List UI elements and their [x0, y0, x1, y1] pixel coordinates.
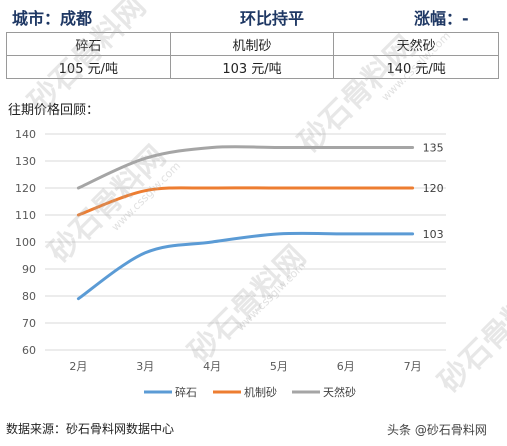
y-tick-label: 100	[15, 236, 36, 249]
data-point	[144, 189, 147, 192]
price-gravel: 105 元/吨	[6, 55, 171, 79]
data-point	[277, 146, 280, 149]
y-tick-label: 120	[15, 182, 36, 195]
data-point	[77, 187, 80, 190]
y-tick-label: 130	[15, 155, 36, 168]
city-label: 城市：成都	[12, 9, 93, 28]
data-source: 数据来源：砂石骨料网数据中心	[6, 422, 175, 436]
y-axis-ticks: 60 70 80 90 100 110 120 130 140	[15, 128, 36, 357]
change-label: 涨幅：-	[414, 9, 469, 28]
x-tick-label: 6月	[337, 360, 355, 373]
data-point	[144, 157, 147, 160]
price-table: 碎石 机制砂 天然砂 105 元/吨 103 元/吨 140 元/吨	[6, 32, 499, 79]
series-line-1	[76, 186, 415, 217]
data-point	[411, 232, 414, 235]
y-tick-label: 80	[22, 290, 36, 303]
table-header-row: 碎石 机制砂 天然砂	[6, 32, 499, 56]
legend-label: 天然砂	[323, 385, 356, 399]
data-point	[77, 214, 80, 217]
data-point	[344, 232, 347, 235]
series-line-2	[76, 145, 415, 190]
data-point	[211, 146, 214, 149]
brand-credit: 头条 @砂石骨料网	[387, 423, 487, 437]
x-tick-label: 3月	[136, 360, 154, 373]
watermark: 砂石骨料网	[432, 269, 507, 400]
chart-legend: 碎石 机制砂 天然砂	[144, 385, 356, 399]
x-tick-label: 4月	[203, 360, 221, 373]
watermark: 砂石骨料网	[182, 239, 313, 370]
data-point	[277, 187, 280, 190]
chart-grid	[45, 133, 446, 351]
data-point	[77, 297, 80, 300]
data-point	[344, 146, 347, 149]
x-tick-label: 2月	[69, 360, 87, 373]
series-line-0	[76, 231, 415, 301]
header-row: 城市：成都 环比持平 涨幅：-	[0, 6, 507, 32]
y-tick-label: 140	[15, 128, 36, 141]
table-row: 105 元/吨 103 元/吨 140 元/吨	[6, 55, 499, 79]
y-tick-label: 90	[22, 263, 36, 276]
end-labels: 103 120 135	[423, 142, 444, 241]
watermark-url: www.cssglw.com	[108, 159, 184, 234]
data-point	[411, 146, 414, 149]
chart-series	[76, 145, 415, 301]
x-tick-label: 5月	[270, 360, 288, 373]
end-label: 120	[423, 182, 444, 195]
end-label: 135	[423, 142, 444, 155]
y-tick-label: 60	[22, 344, 36, 357]
data-point	[277, 232, 280, 235]
watermark-url: www.cssglw.com	[233, 259, 309, 334]
table-header-natural-sand: 天然砂	[333, 32, 499, 56]
legend-label: 碎石	[175, 385, 197, 399]
history-caption: 往期价格回顾：	[8, 103, 100, 118]
watermark: 砂石骨料网	[42, 139, 173, 270]
table-header-machine-sand: 机制砂	[169, 32, 335, 56]
y-tick-label: 110	[15, 209, 36, 222]
y-tick-label: 70	[22, 317, 36, 330]
legend-label: 机制砂	[244, 385, 277, 399]
trend-label: 环比持平	[240, 9, 305, 28]
data-point	[344, 187, 347, 190]
data-point	[144, 251, 147, 254]
x-axis-ticks: 2月 3月 4月 5月 6月 7月	[69, 360, 421, 373]
data-point	[411, 187, 414, 190]
price-machine-sand: 103 元/吨	[169, 55, 335, 79]
data-point	[211, 241, 214, 244]
price-natural-sand: 140 元/吨	[333, 55, 499, 79]
table-header-gravel: 碎石	[6, 32, 171, 56]
x-tick-label: 7月	[404, 360, 422, 373]
data-point	[211, 187, 214, 190]
end-label: 103	[423, 228, 444, 241]
